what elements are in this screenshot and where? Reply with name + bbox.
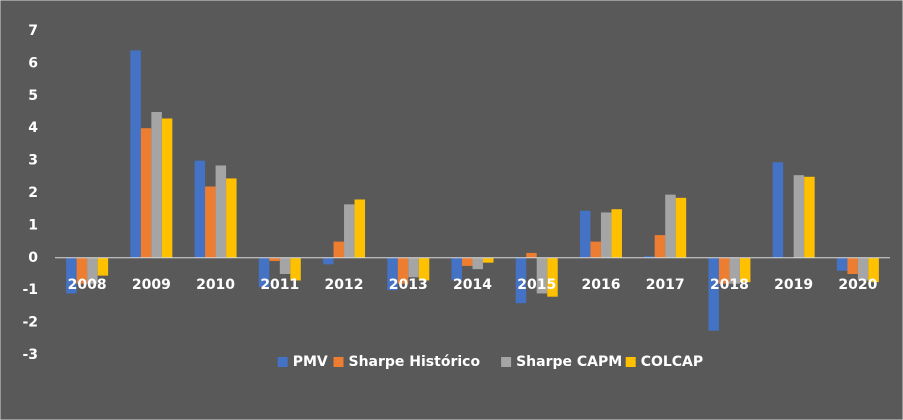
legend-swatch <box>501 357 512 367</box>
bar <box>333 241 345 258</box>
legend-label: COLCAP <box>641 354 703 370</box>
bar <box>323 257 334 265</box>
y-tick-label: -3 <box>22 347 38 363</box>
x-tick-label: 2011 <box>260 277 299 293</box>
y-tick-label: 2 <box>28 185 38 201</box>
bar <box>451 257 462 281</box>
y-tick-label: -2 <box>22 315 38 331</box>
bar <box>269 257 280 262</box>
bar <box>868 257 879 283</box>
bar <box>408 257 419 278</box>
bar <box>418 257 430 281</box>
bar <box>665 194 676 258</box>
bar <box>354 199 366 258</box>
x-tick-label: 2009 <box>132 277 171 293</box>
bar <box>344 204 355 258</box>
legend-swatch <box>277 357 288 367</box>
bar <box>161 118 173 258</box>
bar <box>654 235 666 258</box>
bar <box>708 257 719 331</box>
bar <box>675 197 687 258</box>
legend-label: PMV <box>293 354 328 370</box>
bar <box>857 257 869 281</box>
legend-swatch <box>625 357 636 367</box>
bar <box>194 160 206 258</box>
legend-swatch <box>333 357 344 367</box>
legend-label: Sharpe Histórico <box>349 354 481 370</box>
bar <box>76 257 88 284</box>
x-tick-label: 2017 <box>646 277 685 293</box>
bar <box>290 257 301 281</box>
bar <box>279 257 291 274</box>
legend-label: Sharpe CAPM <box>516 354 622 370</box>
bar <box>151 112 162 258</box>
bar <box>472 257 483 270</box>
y-tick-label: 6 <box>28 55 38 71</box>
bar <box>847 257 858 274</box>
bar <box>215 165 227 258</box>
bar <box>600 212 612 258</box>
x-tick-label: 2019 <box>774 277 813 293</box>
y-tick-label: 5 <box>28 88 38 104</box>
x-tick-label: 2008 <box>68 277 107 293</box>
bar <box>515 257 527 304</box>
bar <box>483 257 494 263</box>
x-tick-label: 2010 <box>196 277 235 293</box>
bar <box>258 257 270 287</box>
bar <box>579 210 591 258</box>
bar <box>729 257 740 284</box>
bar <box>718 257 730 284</box>
x-tick-label: 2020 <box>838 277 877 293</box>
bar <box>611 209 622 258</box>
y-tick-label: 1 <box>28 217 38 233</box>
bar <box>536 257 548 294</box>
bar <box>739 257 751 283</box>
x-tick-label: 2016 <box>581 277 620 293</box>
bar <box>793 175 805 258</box>
bar <box>226 178 237 258</box>
x-tick-label: 2015 <box>517 277 556 293</box>
y-tick-label: 0 <box>28 250 38 266</box>
x-tick-label: 2012 <box>325 277 364 293</box>
bar <box>590 241 601 258</box>
x-tick-label: 2013 <box>389 277 428 293</box>
bar <box>462 257 473 266</box>
y-tick-label: 3 <box>28 153 38 169</box>
x-tick-label: 2018 <box>710 277 749 293</box>
bar <box>547 257 558 297</box>
y-tick-label: 7 <box>28 23 38 39</box>
x-tick-label: 2014 <box>453 277 492 293</box>
y-tick-label: 4 <box>28 120 38 136</box>
bar <box>836 257 848 271</box>
bar <box>772 162 784 258</box>
bar <box>87 257 98 284</box>
bar <box>397 257 409 284</box>
bar <box>140 128 152 258</box>
bar <box>205 186 216 258</box>
bar <box>97 257 109 276</box>
bar <box>804 176 815 258</box>
bar <box>526 252 537 258</box>
bar <box>644 256 655 258</box>
bar <box>66 257 77 294</box>
y-tick-label: -1 <box>22 282 38 298</box>
bar <box>130 50 141 258</box>
bar <box>387 257 398 291</box>
